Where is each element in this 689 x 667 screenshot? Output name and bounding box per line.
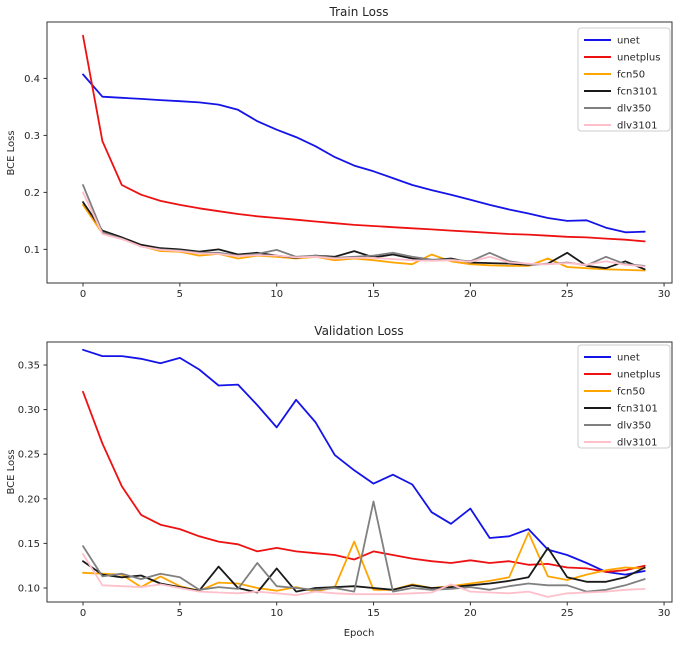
- legend-label-fcn50: fcn50: [617, 387, 645, 398]
- legend-label-unetplus: unetplus: [617, 370, 660, 381]
- y-tick-label: 0.1: [24, 245, 40, 256]
- x-axis-label-epoch: Epoch: [344, 628, 375, 639]
- series-line-fcn3101: [82, 201, 646, 271]
- legend-label-dlv350: dlv350: [617, 421, 651, 432]
- series-line-unet: [82, 73, 646, 234]
- x-tick-label: 5: [177, 289, 183, 300]
- x-tick-label: 15: [367, 289, 380, 300]
- legend-label-dlv3101: dlv3101: [617, 438, 658, 449]
- y-tick-label: 0.25: [18, 450, 40, 461]
- series-line-fcn50: [82, 531, 646, 593]
- legend-label-fcn3101: fcn3101: [617, 87, 658, 98]
- y-tick-label: 0.20: [18, 494, 40, 505]
- train-loss-chart: Train Loss BCE Loss 0 5 10 15 20 25 30 0.1 0.2 0.…: [6, 5, 673, 300]
- axes-frame: [46, 341, 673, 603]
- x-tick-label: 25: [561, 289, 574, 300]
- legend-label-dlv3101: dlv3101: [617, 121, 658, 132]
- series-line-dlv350: [82, 500, 646, 593]
- legend-label-unetplus: unetplus: [617, 53, 660, 64]
- x-tick-label: 15: [367, 608, 380, 619]
- chart-title-train: Train Loss: [329, 5, 389, 19]
- x-tick-label: 30: [658, 608, 671, 619]
- legend-box: [577, 27, 671, 132]
- x-tick-label: 10: [270, 289, 283, 300]
- series-line-dlv3101: [82, 191, 646, 268]
- x-tick-label: 0: [80, 608, 86, 619]
- y-tick-label: 0.30: [18, 405, 40, 416]
- legend: unet unetplus fcn50 fcn3101 dlv350 dlv3101: [577, 344, 671, 449]
- x-tick-label: 20: [464, 608, 477, 619]
- y-axis-label-train: BCE Loss: [6, 130, 17, 175]
- x-tick-label: 30: [658, 289, 671, 300]
- y-tick-label: 0.15: [18, 539, 40, 550]
- x-tick-label: 20: [464, 289, 477, 300]
- y-tick-label: 0.2: [24, 188, 40, 199]
- plot-area-train: 0 5 10 15 20 25 30 0.1 0.2 0.3 0.4 unet unetplus fcn5…: [24, 21, 673, 300]
- legend-box: [577, 344, 671, 449]
- legend-label-fcn50: fcn50: [617, 70, 645, 81]
- x-tick-label: 5: [177, 608, 183, 619]
- y-tick-label: 0.4: [24, 74, 40, 85]
- series-line-fcn50: [82, 203, 646, 272]
- legend-label-fcn3101: fcn3101: [617, 404, 658, 415]
- y-tick-label: 0.3: [24, 131, 40, 142]
- y-tick-label: 0.10: [18, 583, 40, 594]
- x-tick-label: 0: [80, 289, 86, 300]
- legend-label-unet: unet: [617, 36, 640, 47]
- series-line-dlv3101: [82, 553, 646, 598]
- axes-frame: [46, 21, 673, 284]
- x-tick-label: 10: [270, 608, 283, 619]
- series-line-unetplus: [82, 390, 646, 573]
- plot-area-validation: 0 5 10 15 20 25 30 0.10 0.15 0.20 0.25 0.30 0.35 unet…: [18, 341, 673, 619]
- y-axis-label-validation: BCE Loss: [6, 449, 17, 494]
- y-tick-label: 0.35: [18, 361, 40, 372]
- legend: unet unetplus fcn50 fcn3101 dlv350 dlv3101: [577, 27, 671, 132]
- series-line-unet: [82, 348, 646, 576]
- chart-title-validation: Validation Loss: [314, 324, 403, 338]
- series-line-unetplus: [82, 34, 646, 243]
- legend-label-unet: unet: [617, 353, 640, 364]
- validation-loss-chart: Validation Loss BCE Loss Epoch 0 5 10 15 20 2…: [6, 324, 673, 639]
- x-tick-label: 25: [561, 608, 574, 619]
- legend-label-dlv350: dlv350: [617, 104, 651, 115]
